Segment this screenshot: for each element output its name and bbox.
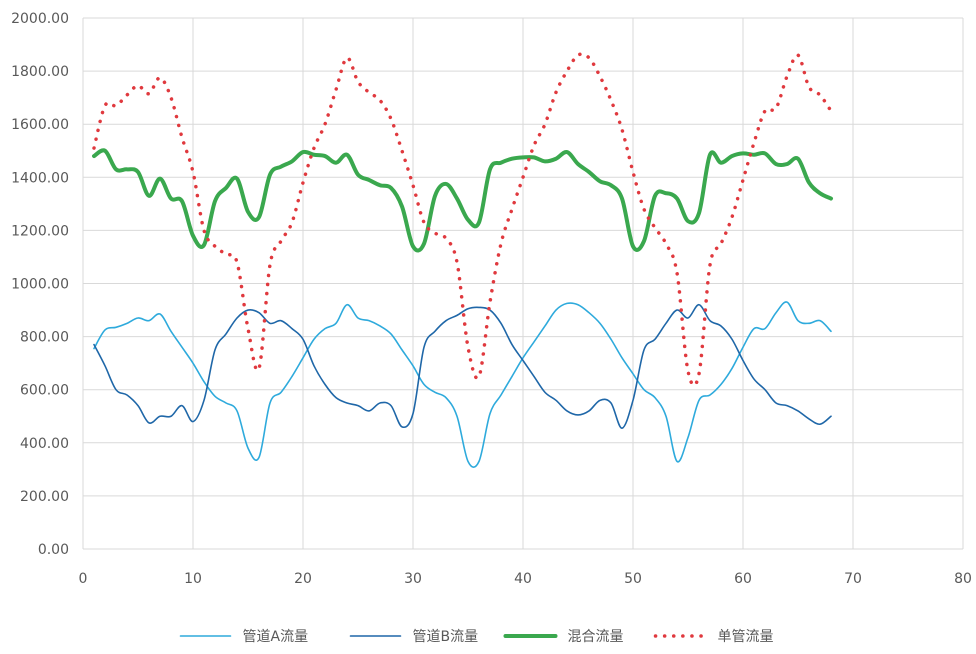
legend-item-2: 管道B流量 (349, 629, 479, 645)
x-tick-label: 30 (404, 571, 422, 587)
x-tick-label: 60 (734, 571, 752, 587)
legend-label: 单管流量 (718, 629, 774, 645)
y-tick-label: 1600.00 (11, 117, 69, 133)
y-tick-label: 2000.00 (11, 11, 69, 27)
x-tick-label: 70 (844, 571, 862, 587)
series-line-3 (92, 148, 833, 253)
x-tick-label: 0 (79, 571, 88, 587)
y-tick-label: 1800.00 (11, 64, 69, 80)
x-tick-label: 40 (514, 571, 532, 587)
y-tick-label: 600.00 (20, 383, 69, 399)
legend-label: 管道A流量 (243, 629, 309, 645)
series-line-1 (93, 301, 832, 468)
legend-item-4: 单管流量 (653, 629, 774, 645)
legend-label: 混合流量 (568, 629, 624, 645)
y-tick-label: 1400.00 (11, 170, 69, 186)
y-tick-label: 400.00 (20, 436, 69, 452)
y-tick-label: 1200.00 (11, 223, 69, 239)
axes: 0.00 200.00 400.00 600.00 800.00 1000.00 1200.… (11, 11, 972, 587)
series-line-2 (93, 303, 832, 429)
x-tick-label: 10 (184, 571, 202, 587)
y-tick-label: 0.00 (38, 542, 69, 558)
legend-label: 管道B流量 (413, 629, 479, 645)
y-tick-label: 1000.00 (11, 277, 69, 293)
series-lines (92, 52, 833, 468)
series-line-4 (92, 52, 833, 388)
y-tick-label: 800.00 (20, 330, 69, 346)
legend-item-1: 管道A流量 (179, 629, 309, 645)
y-tick-label: 200.00 (20, 489, 69, 505)
legend-item-3: 混合流量 (503, 629, 624, 645)
x-tick-label: 20 (294, 571, 312, 587)
x-tick-label: 80 (954, 571, 972, 587)
gridlines (82, 17, 964, 550)
legend: 管道A流量 管道B流量 混合流量 单管流量 (179, 629, 774, 645)
x-tick-label: 50 (624, 571, 642, 587)
